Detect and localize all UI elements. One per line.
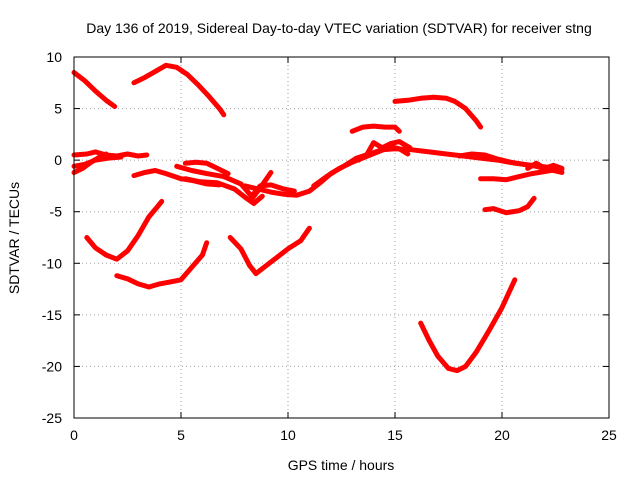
- y-tick-label: 0: [54, 152, 62, 168]
- x-tick-label: 25: [601, 427, 617, 443]
- y-tick-label: -5: [50, 204, 63, 220]
- y-tick-label: -25: [42, 410, 62, 426]
- y-tick-label: -10: [42, 255, 62, 271]
- series-arc-18: [525, 160, 565, 175]
- y-axis-label: SDTVAR / TECUs: [6, 182, 22, 294]
- series-arc-20: [84, 198, 165, 262]
- y-tick-label: 5: [54, 101, 62, 117]
- series-arc-12: [311, 144, 411, 189]
- x-tick-label: 10: [280, 427, 296, 443]
- plot-frame: [73, 56, 610, 419]
- series-arc-23: [418, 277, 518, 374]
- series-arc-3: [71, 149, 150, 159]
- series-arc-15: [392, 94, 484, 130]
- series-arc-7: [174, 163, 297, 199]
- series-arc-13: [356, 139, 413, 163]
- x-tick-label: 20: [494, 427, 510, 443]
- series-arc-8: [182, 176, 265, 206]
- y-tick-label: -15: [42, 307, 62, 323]
- series-arc-19: [482, 195, 537, 216]
- series-arc-5: [71, 154, 124, 169]
- series-arc-1: [71, 70, 118, 109]
- series-arc-16: [456, 151, 565, 171]
- grid-lines: [74, 57, 609, 418]
- data-series: [71, 62, 565, 374]
- y-tick-label: -20: [42, 358, 62, 374]
- x-tick-label: 5: [177, 427, 185, 443]
- series-arc-2: [131, 62, 227, 118]
- x-axis-label: GPS time / hours: [288, 457, 395, 473]
- series-arc-21: [114, 240, 210, 290]
- series-arc-22: [227, 225, 312, 277]
- series-arc-11: [249, 170, 274, 202]
- series-arc-14: [349, 123, 402, 134]
- x-tick-label: 15: [387, 427, 403, 443]
- series-arc-9: [182, 159, 231, 177]
- series-arc-17: [478, 166, 561, 183]
- chart-title: Day 136 of 2019, Sidereal Day-to-day VTE…: [86, 20, 592, 36]
- axis-ticks: 0 5 10 15 20 25 -25 -20 -15 -10 -5 0 5 10: [42, 49, 617, 443]
- x-tick-label: 0: [70, 427, 78, 443]
- y-tick-label: 10: [46, 49, 62, 65]
